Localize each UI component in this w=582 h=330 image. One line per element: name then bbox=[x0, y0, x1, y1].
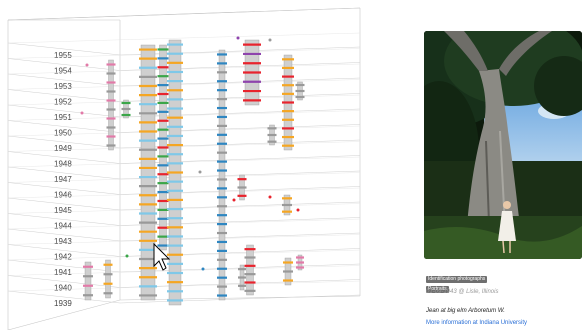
photo-dot[interactable] bbox=[236, 36, 240, 40]
selected-photo[interactable] bbox=[424, 31, 582, 259]
year-label: 1945 bbox=[54, 206, 72, 215]
tag-list: Identification photographs Portraits bbox=[426, 267, 576, 293]
year-plane-line bbox=[7, 280, 361, 292]
year-label: 1954 bbox=[54, 67, 72, 76]
year-plane-line bbox=[7, 275, 121, 288]
year-plane-line bbox=[7, 182, 121, 195]
year-plane-line bbox=[7, 135, 121, 149]
year-label: 1952 bbox=[54, 98, 72, 107]
year-plane-line bbox=[7, 218, 361, 230]
photo-dot[interactable] bbox=[268, 38, 272, 42]
year-plane-line bbox=[7, 249, 361, 261]
box-edge bbox=[7, 299, 121, 330]
year-plane-line bbox=[7, 89, 121, 102]
year-plane-line bbox=[7, 73, 121, 87]
year-plane-line bbox=[7, 156, 361, 168]
year-label: 1955 bbox=[54, 51, 72, 60]
year-label: 1950 bbox=[54, 129, 72, 138]
year-plane-line bbox=[7, 63, 361, 75]
year-plane-line bbox=[7, 151, 121, 164]
photo-dot[interactable] bbox=[268, 195, 272, 199]
year-plane-line bbox=[7, 228, 121, 242]
year-label: 1943 bbox=[54, 237, 72, 246]
year-plane-line bbox=[7, 213, 121, 226]
year-plane-line bbox=[7, 197, 121, 211]
year-plane-line bbox=[7, 79, 361, 90]
year-plane-line bbox=[7, 259, 121, 273]
photo-stack[interactable] bbox=[105, 259, 111, 299]
photo-stack[interactable] bbox=[218, 49, 226, 301]
more-info-link[interactable]: More information at Indiana University bbox=[426, 320, 528, 326]
year-plane-line bbox=[7, 32, 361, 44]
year-plane-line bbox=[119, 201, 361, 211]
year-label: 1941 bbox=[54, 268, 72, 277]
timeline-visualization[interactable]: 1955 1954 1953 1952 1951 1950 1949 1948 1947 1946… bbox=[0, 0, 410, 330]
year-plane-line bbox=[7, 203, 361, 214]
photo-dot[interactable] bbox=[125, 254, 129, 258]
tag-portraits[interactable]: Portraits bbox=[426, 286, 449, 293]
year-label: 1949 bbox=[54, 144, 72, 153]
year-plane-line bbox=[7, 104, 121, 118]
year-plane-line bbox=[7, 48, 361, 59]
year-plane-line bbox=[7, 187, 361, 199]
year-label: 1946 bbox=[54, 191, 72, 200]
photo-stack[interactable] bbox=[246, 244, 254, 296]
photo-caption: Jean at big elm Arboretum W. bbox=[426, 308, 505, 314]
year-label: 1944 bbox=[54, 222, 72, 231]
box-edge bbox=[119, 295, 361, 301]
year-label: 1948 bbox=[54, 160, 72, 169]
year-label: 1942 bbox=[54, 253, 72, 262]
photo-dot[interactable] bbox=[232, 198, 236, 202]
year-plane-line bbox=[7, 110, 361, 121]
year-label: 1953 bbox=[54, 82, 72, 91]
year-plane-line bbox=[7, 42, 121, 56]
photo-stack[interactable] bbox=[84, 261, 92, 301]
photo-stack[interactable] bbox=[108, 59, 114, 151]
year-label: 1951 bbox=[54, 113, 72, 122]
year-plane-line bbox=[7, 172, 361, 183]
mouse-cursor-icon bbox=[153, 242, 171, 271]
year-plane-line bbox=[7, 234, 361, 245]
year-plane-line bbox=[7, 244, 121, 257]
year-plane-line bbox=[7, 58, 121, 71]
year-plane-line bbox=[119, 77, 361, 87]
photo-dot[interactable] bbox=[198, 170, 202, 174]
box-edge bbox=[7, 7, 361, 21]
year-plane-line bbox=[119, 62, 361, 71]
tag-identification-photographs[interactable]: Identification photographs bbox=[426, 276, 488, 283]
year-plane-line bbox=[7, 120, 121, 133]
photo-dot[interactable] bbox=[80, 111, 84, 115]
year-plane-line bbox=[7, 125, 361, 137]
year-plane-line bbox=[7, 166, 121, 180]
photo-dot[interactable] bbox=[201, 267, 205, 271]
year-label: 1939 bbox=[54, 299, 72, 308]
photo-dot[interactable] bbox=[296, 208, 300, 212]
tree-photo-icon bbox=[424, 31, 582, 259]
timeline-3d-view[interactable]: 1955 1954 1953 1952 1951 1950 1949 1948 1947 1946… bbox=[0, 0, 410, 330]
year-plane-line bbox=[119, 294, 361, 304]
photo-stack[interactable] bbox=[140, 44, 156, 301]
year-label: 1947 bbox=[54, 175, 72, 184]
year-plane-line bbox=[7, 141, 361, 152]
year-plane-line bbox=[119, 46, 361, 56]
photo-dot[interactable] bbox=[85, 63, 89, 67]
photo-date-location: 01-09-1943 @ Lisle, Illinois bbox=[426, 289, 499, 295]
year-plane-line bbox=[7, 290, 121, 304]
year-label: 1940 bbox=[54, 284, 72, 293]
